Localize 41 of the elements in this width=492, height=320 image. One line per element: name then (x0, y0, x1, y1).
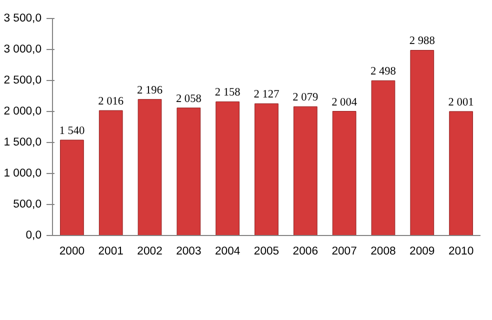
x-tick-label: 2003 (176, 246, 202, 258)
x-tick-label: 2007 (332, 246, 357, 258)
data-label: 2 079 (292, 92, 318, 104)
y-tick-label: 1 500,0 (4, 136, 42, 148)
data-label: 2 016 (98, 96, 124, 108)
data-label: 2 004 (332, 96, 358, 108)
bar (449, 111, 473, 236)
x-tick-label: 2004 (214, 246, 240, 258)
x-tick-label: 2010 (448, 246, 474, 258)
y-tick-label: 500,0 (13, 198, 42, 210)
data-label: 2 988 (409, 35, 436, 48)
y-tick-label: 2 000,0 (4, 106, 42, 118)
bar (98, 110, 123, 236)
x-tick-label: 2006 (292, 246, 318, 258)
bar (332, 111, 356, 236)
y-tick-label: 3 000,0 (4, 44, 42, 56)
bar (254, 103, 278, 236)
data-label: 2 127 (254, 88, 280, 101)
bar (371, 80, 396, 236)
x-tick-label: 2008 (370, 246, 396, 258)
x-tick-label: 2001 (98, 246, 124, 258)
data-label: 2 196 (137, 84, 163, 96)
y-tick-label: 3 500,0 (4, 12, 42, 24)
data-label: 2 158 (214, 86, 241, 99)
x-tick-label: 2009 (410, 246, 435, 258)
x-tick-label: 2000 (59, 246, 85, 258)
x-tick-label: 2005 (254, 246, 280, 258)
y-tick-label: 1 000,0 (4, 168, 42, 180)
y-tick-label: 2 500,0 (4, 74, 42, 86)
data-label: 2 001 (448, 96, 474, 108)
bar (138, 99, 162, 236)
data-label: 2 058 (176, 92, 202, 105)
data-label: 1 540 (59, 125, 86, 138)
bar (176, 108, 201, 236)
bar (216, 101, 240, 236)
bar (60, 140, 84, 236)
data-label: 2 498 (370, 66, 396, 78)
bar (293, 106, 318, 236)
y-tick-label: 0,0 (26, 230, 42, 242)
bar (410, 50, 434, 236)
x-tick-label: 2002 (137, 246, 162, 258)
